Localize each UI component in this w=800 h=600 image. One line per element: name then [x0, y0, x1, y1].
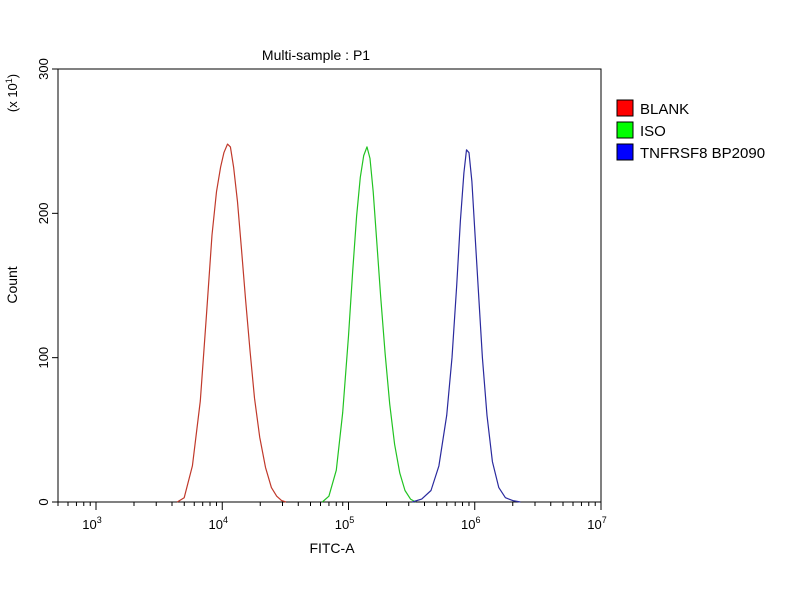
legend-swatch — [616, 99, 634, 117]
legend-label: TNFRSF8 BP2090 — [640, 145, 765, 162]
legend-swatch — [616, 121, 634, 139]
legend-swatch — [616, 143, 634, 161]
series-line-tnfrsf8-bp2090 — [412, 149, 521, 503]
series-line-iso — [321, 146, 416, 503]
y-axis-multiplier: (x 101) — [4, 74, 20, 112]
x-tick-label: 107 — [587, 515, 606, 532]
y-tick-label: 100 — [36, 347, 51, 369]
x-axis-label: FITC-A — [309, 540, 355, 556]
plot-area-frame — [57, 68, 602, 503]
y-multiplier-exponent: 1 — [4, 78, 14, 83]
y-multiplier-prefix: (x 10 — [5, 83, 20, 112]
y-multiplier-suffix: ) — [5, 74, 20, 78]
x-tick-label: 104 — [209, 515, 228, 532]
legend-label: BLANK — [640, 101, 689, 118]
y-axis-label: Count — [4, 266, 20, 303]
x-tick-label: 105 — [335, 515, 354, 532]
legend-label: ISO — [640, 123, 666, 140]
x-axis-ticks: 103 104 105 106 107 — [57, 502, 607, 532]
series-line-blank — [176, 143, 287, 503]
series-lines — [176, 143, 521, 503]
y-tick-label: 300 — [36, 58, 51, 80]
y-tick-label: 0 — [36, 498, 51, 505]
chart-title: Multi-sample : P1 — [262, 47, 370, 63]
x-tick-label: 103 — [82, 515, 101, 532]
y-axis-ticks: 0 100 200 300 — [36, 58, 58, 506]
y-tick-label: 200 — [36, 202, 51, 224]
legend: BLANK ISO TNFRSF8 BP2090 — [616, 99, 765, 162]
x-tick-label: 106 — [461, 515, 480, 532]
